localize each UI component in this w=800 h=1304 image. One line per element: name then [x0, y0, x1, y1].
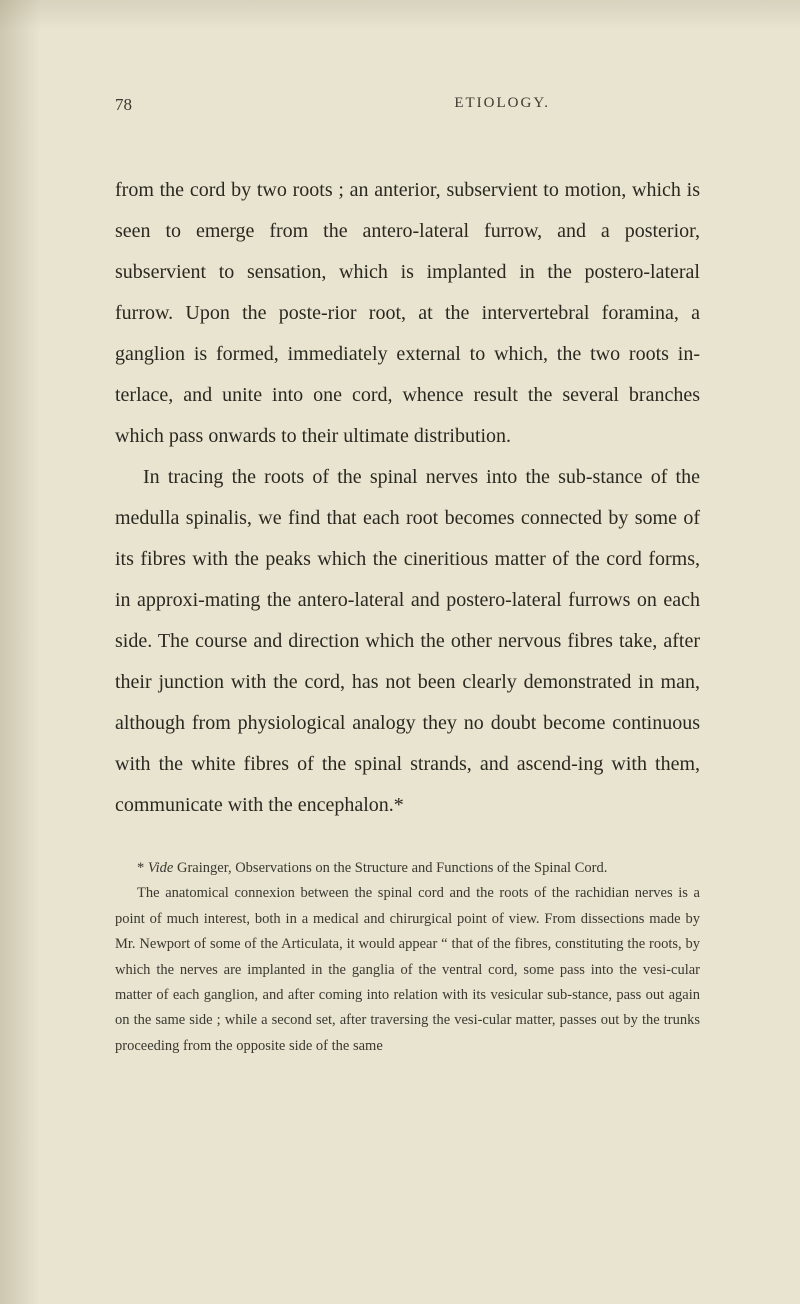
page-header: 78 ETIOLOGY. [115, 95, 700, 115]
footnote-section: * Vide Grainger, Observations on the Str… [115, 856, 700, 1059]
page-number: 78 [115, 95, 132, 115]
footnote-italic-word: Vide [148, 860, 174, 876]
paragraph-1: from the cord by two roots ; an anterior… [115, 170, 700, 457]
footnote-marker: * [137, 860, 148, 876]
running-title: ETIOLOGY. [454, 95, 550, 115]
footnote-1-text: Grainger, Observations on the Structure … [173, 860, 607, 876]
body-text: from the cord by two roots ; an anterior… [115, 170, 700, 826]
footnote-1: * Vide Grainger, Observations on the Str… [115, 856, 700, 881]
paragraph-2: In tracing the roots of the spinal nerve… [115, 457, 700, 826]
page-content: 78 ETIOLOGY. from the cord by two roots … [0, 0, 800, 1119]
footnote-2: The anatomical connexion between the spi… [115, 881, 700, 1059]
